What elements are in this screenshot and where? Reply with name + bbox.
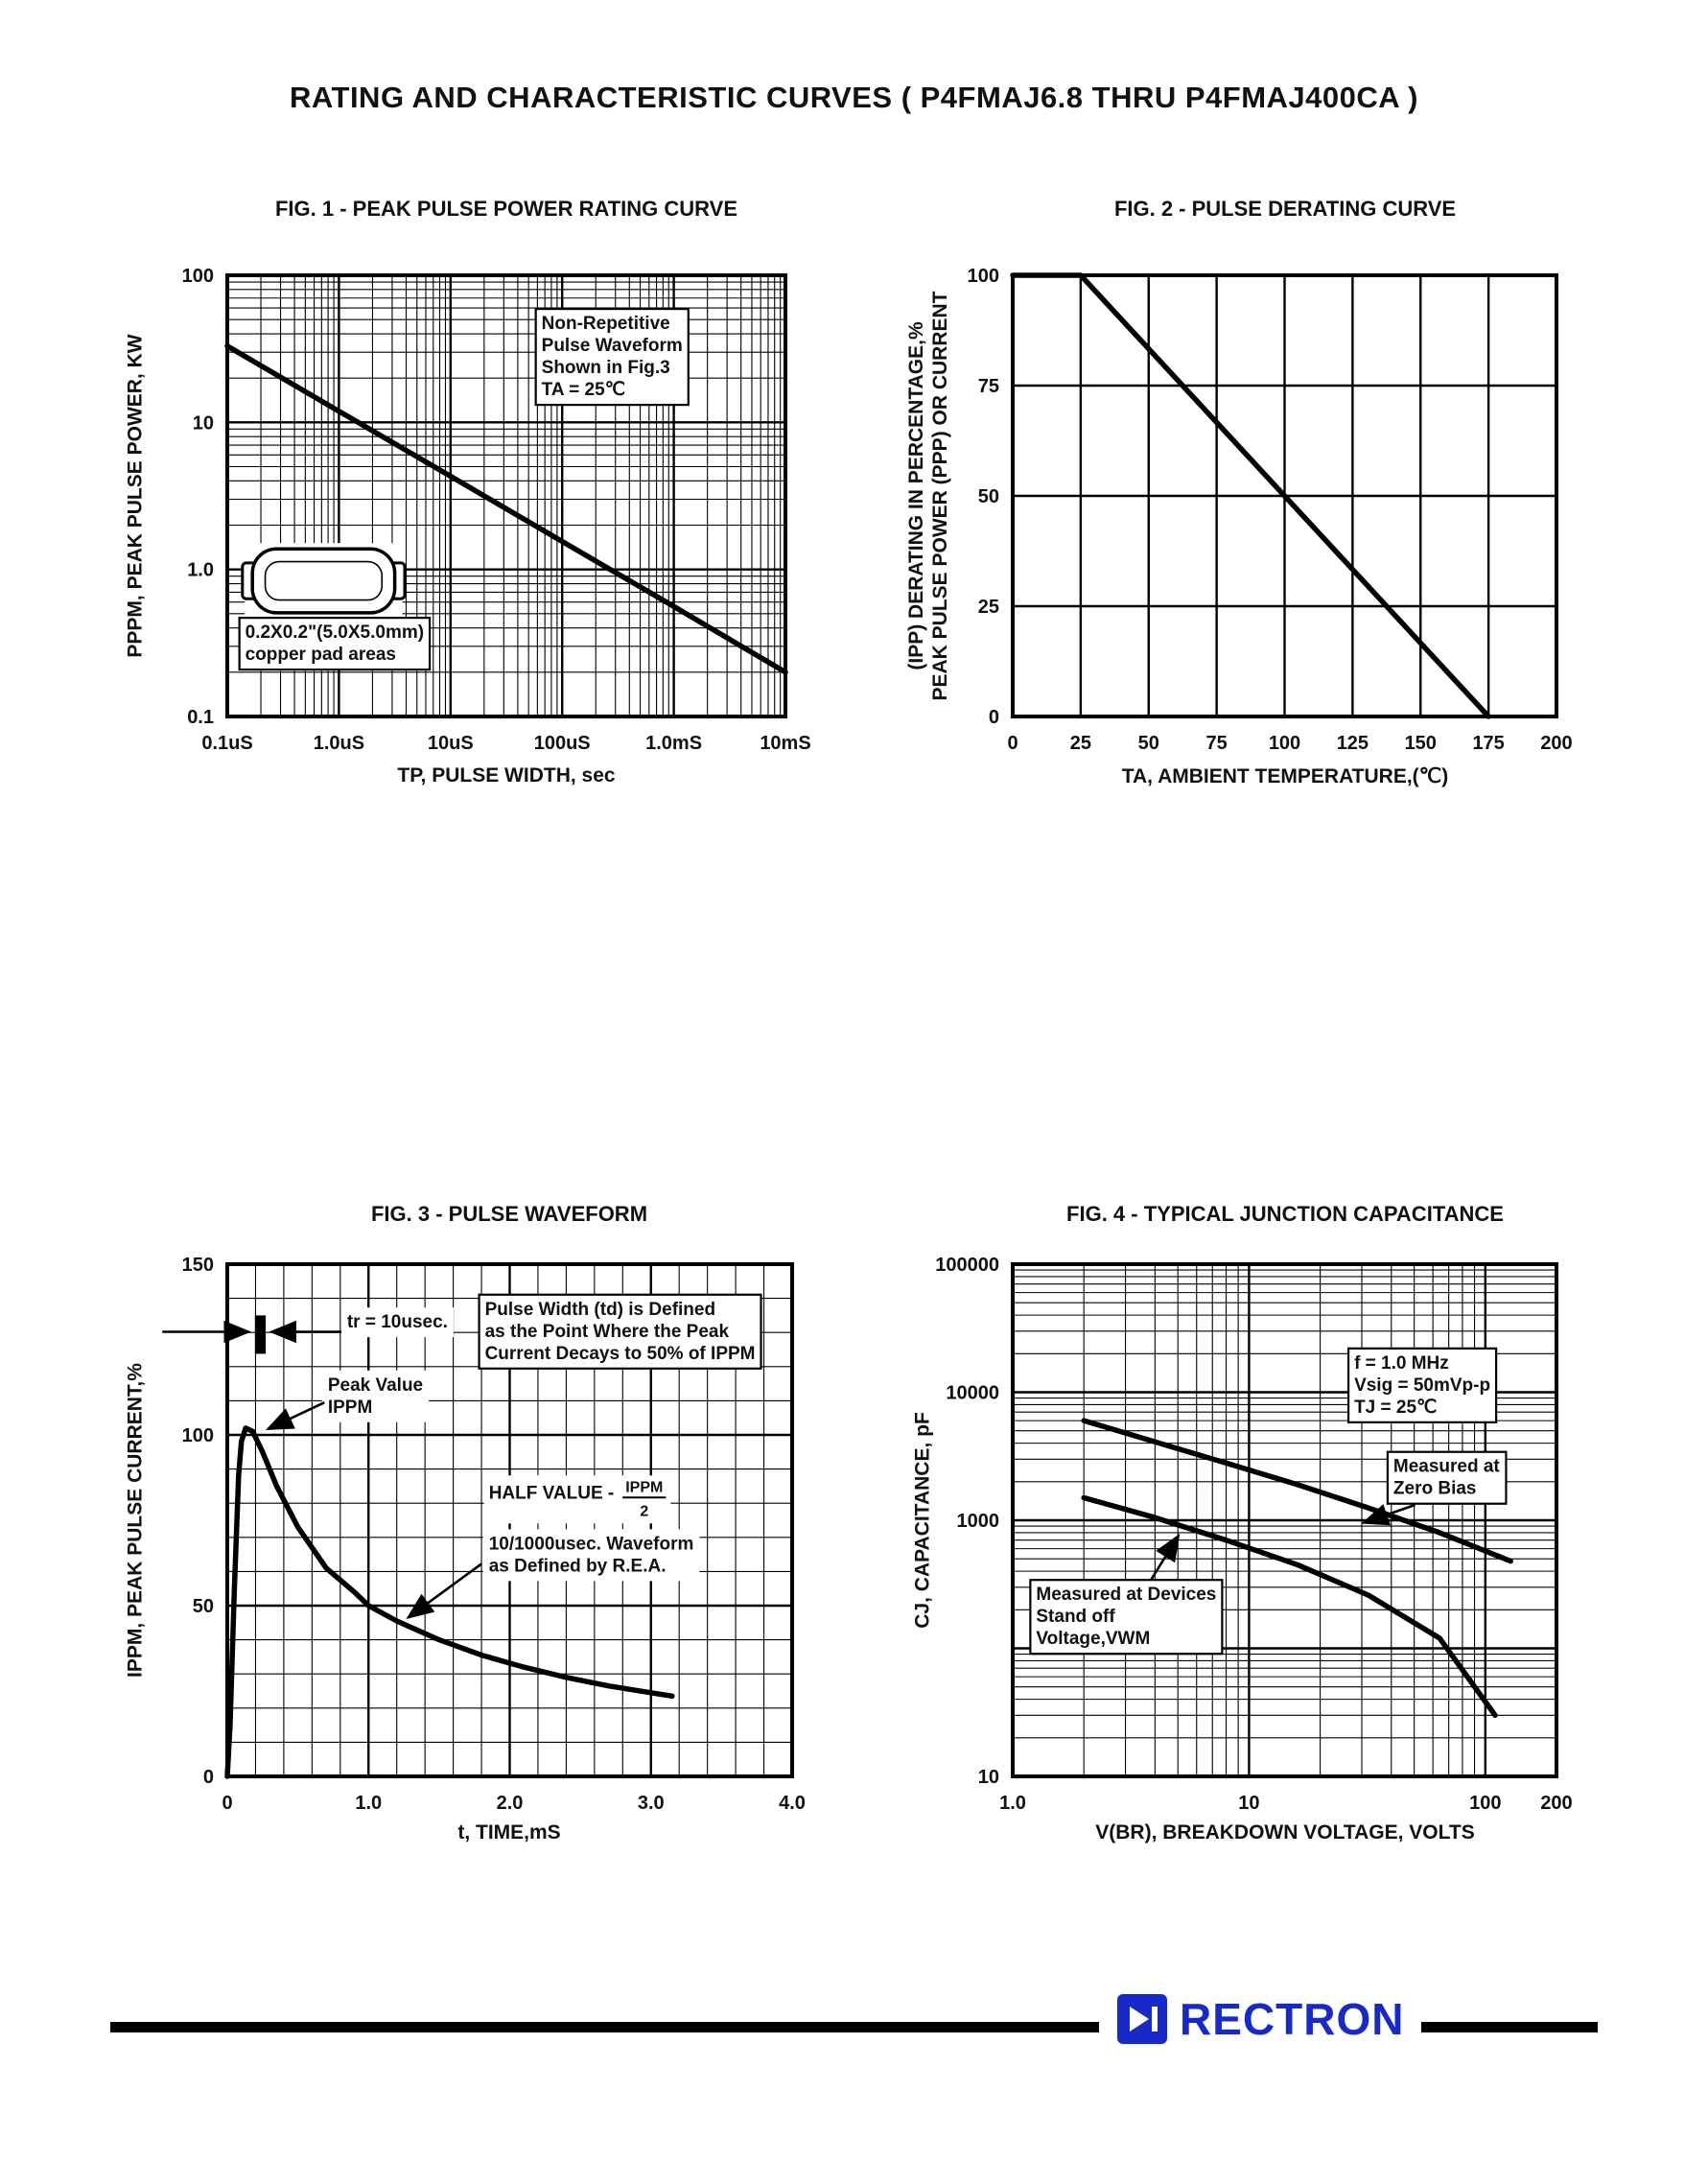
svg-text:10uS: 10uS	[428, 733, 474, 754]
svg-text:50: 50	[978, 486, 999, 507]
svg-text:as Defined by R.E.A.: as Defined by R.E.A.	[489, 1556, 667, 1576]
svg-text:200: 200	[1540, 1793, 1572, 1814]
fig2-y-axis-label-line1: (IPP) DERATING IN PERCENTAGE,%	[905, 321, 927, 670]
svg-text:TA = 25℃: TA = 25℃	[542, 380, 625, 400]
svg-text:1.0: 1.0	[187, 560, 214, 581]
fig2-chart: 0 25 50 75 100 125 150 175 200 100 75 50 25 0	[968, 266, 1573, 754]
svg-text:Measured at Devices: Measured at Devices	[1036, 1585, 1216, 1605]
svg-text:25: 25	[1070, 733, 1091, 754]
svg-text:1.0: 1.0	[355, 1793, 382, 1814]
svg-text:150: 150	[1405, 733, 1437, 754]
svg-text:50: 50	[1138, 733, 1159, 754]
sma-package-drawing	[241, 543, 407, 619]
svg-text:Pulse Width (td) is Defined: Pulse Width (td) is Defined	[485, 1300, 715, 1320]
page-title: RATING AND CHARACTERISTIC CURVES ( P4FMA…	[290, 81, 1418, 114]
svg-text:Stand off: Stand off	[1036, 1607, 1115, 1627]
svg-text:copper pad areas: copper pad areas	[246, 645, 396, 665]
fig2-y-axis-label-line2: PEAK PULSE POWER (PPP) OR CURRENT	[929, 291, 951, 701]
svg-text:0.2X0.2"(5.0X5.0mm): 0.2X0.2"(5.0X5.0mm)	[246, 622, 424, 643]
svg-text:0: 0	[989, 707, 999, 728]
fig3-x-axis-label: t, TIME,mS	[457, 1821, 561, 1844]
svg-text:HALF VALUE -: HALF VALUE -	[489, 1483, 615, 1503]
fig4-title: FIG. 4 - TYPICAL JUNCTION CAPACITANCE	[1066, 1202, 1504, 1226]
fig1-x-axis-label: TP, PULSE WIDTH, sec	[397, 764, 616, 787]
svg-text:0: 0	[222, 1793, 232, 1814]
svg-text:4.0: 4.0	[779, 1793, 806, 1814]
svg-text:75: 75	[978, 376, 999, 397]
svg-text:Pulse Waveform: Pulse Waveform	[542, 336, 683, 356]
fig1-chart: 0.1uS 1.0uS 10uS 100uS 1.0mS 10mS 100 10 1.0 0.1 N…	[182, 266, 811, 754]
svg-text:Zero Bias: Zero Bias	[1393, 1479, 1477, 1499]
svg-text:2.0: 2.0	[497, 1793, 524, 1814]
svg-text:3.0: 3.0	[638, 1793, 665, 1814]
fig3-chart: 0 1.0 2.0 3.0 4.0 150 100 50 0 tr = 10usec. Peak V…	[162, 1255, 806, 1814]
svg-text:Shown in Fig.3: Shown in Fig.3	[542, 358, 670, 378]
svg-text:Current Decays to 50% of IPPM: Current Decays to 50% of IPPM	[485, 1344, 756, 1364]
svg-text:Voltage,VWM: Voltage,VWM	[1036, 1629, 1150, 1649]
svg-text:0: 0	[203, 1767, 214, 1788]
svg-text:IPPM: IPPM	[625, 1479, 663, 1495]
svg-text:100000: 100000	[935, 1255, 999, 1276]
svg-text:200: 200	[1540, 733, 1572, 754]
fig4-series-measured-at-zero-bias	[1081, 1418, 1513, 1564]
svg-text:tr = 10usec.: tr = 10usec.	[347, 1312, 448, 1332]
footer-rule	[110, 2022, 1598, 2032]
rectron-logo: RECTRON	[1099, 1987, 1422, 2051]
svg-text:IPPM: IPPM	[328, 1398, 372, 1418]
fig1-series-peak-pulse-power	[224, 343, 788, 675]
svg-text:1000: 1000	[957, 1511, 1000, 1532]
fig4-series-measured-at-standoff-voltage	[1081, 1494, 1498, 1719]
svg-text:125: 125	[1337, 733, 1369, 754]
svg-text:10/1000usec. Waveform: 10/1000usec. Waveform	[489, 1534, 694, 1554]
svg-text:as the Point Where the Peak: as the Point Where the Peak	[485, 1322, 730, 1342]
svg-text:10mS: 10mS	[760, 733, 810, 754]
svg-text:100: 100	[1269, 733, 1300, 754]
fig4-y-axis-label: CJ, CAPACITANCE, pF	[911, 1412, 934, 1629]
fig3-y-axis-label: IPPM, PEAK PULSE CURRENT,%	[124, 1363, 147, 1678]
svg-text:50: 50	[193, 1596, 214, 1617]
fig1-title: FIG. 1 - PEAK PULSE POWER RATING CURVE	[274, 197, 738, 221]
rectron-logo-icon	[1117, 1994, 1167, 2044]
svg-text:100uS: 100uS	[534, 733, 591, 754]
svg-text:Vsig = 50mVp-p: Vsig = 50mVp-p	[1354, 1375, 1490, 1396]
svg-text:100: 100	[182, 1425, 214, 1446]
svg-text:2: 2	[640, 1503, 648, 1519]
svg-text:75: 75	[1206, 733, 1228, 754]
svg-text:TJ = 25℃: TJ = 25℃	[1354, 1398, 1437, 1418]
svg-text:100: 100	[182, 266, 214, 287]
svg-text:10: 10	[193, 412, 214, 434]
svg-text:0: 0	[1007, 733, 1018, 754]
rectron-logo-text: RECTRON	[1180, 1994, 1405, 2044]
fig3-title: FIG. 3 - PULSE WAVEFORM	[370, 1202, 648, 1226]
fig2-x-axis-label: TA, AMBIENT TEMPERATURE,(℃)	[1121, 765, 1449, 787]
fig1-y-axis-label: PPPM, PEAK PULSE POWER, KW	[124, 334, 147, 658]
svg-text:10000: 10000	[946, 1383, 999, 1404]
svg-text:175: 175	[1472, 733, 1504, 754]
svg-text:25: 25	[978, 597, 999, 618]
fig3-series-pulse-waveform	[224, 1425, 675, 1779]
fig2-title: FIG. 2 - PULSE DERATING CURVE	[1113, 197, 1457, 221]
svg-text:10: 10	[1238, 1793, 1259, 1814]
svg-text:150: 150	[182, 1255, 214, 1276]
svg-text:Measured at: Measured at	[1393, 1457, 1501, 1477]
svg-text:f = 1.0 MHz: f = 1.0 MHz	[1354, 1353, 1449, 1374]
fig4-x-axis-label: V(BR), BREAKDOWN VOLTAGE, VOLTS	[1095, 1821, 1475, 1844]
svg-text:100: 100	[968, 266, 999, 287]
svg-text:0.1: 0.1	[187, 707, 214, 728]
svg-text:10: 10	[978, 1767, 999, 1788]
svg-text:1.0: 1.0	[999, 1793, 1026, 1814]
svg-text:Non-Repetitive: Non-Repetitive	[542, 314, 670, 334]
svg-text:1.0mS: 1.0mS	[645, 733, 702, 754]
svg-text:1.0uS: 1.0uS	[314, 733, 364, 754]
fig2-y-axis-label: (IPP) DERATING IN PERCENTAGE,% PEAK PULS…	[904, 291, 952, 700]
svg-text:100: 100	[1469, 1793, 1501, 1814]
svg-text:Peak Value: Peak Value	[328, 1375, 423, 1396]
svg-text:0.1uS: 0.1uS	[201, 733, 252, 754]
